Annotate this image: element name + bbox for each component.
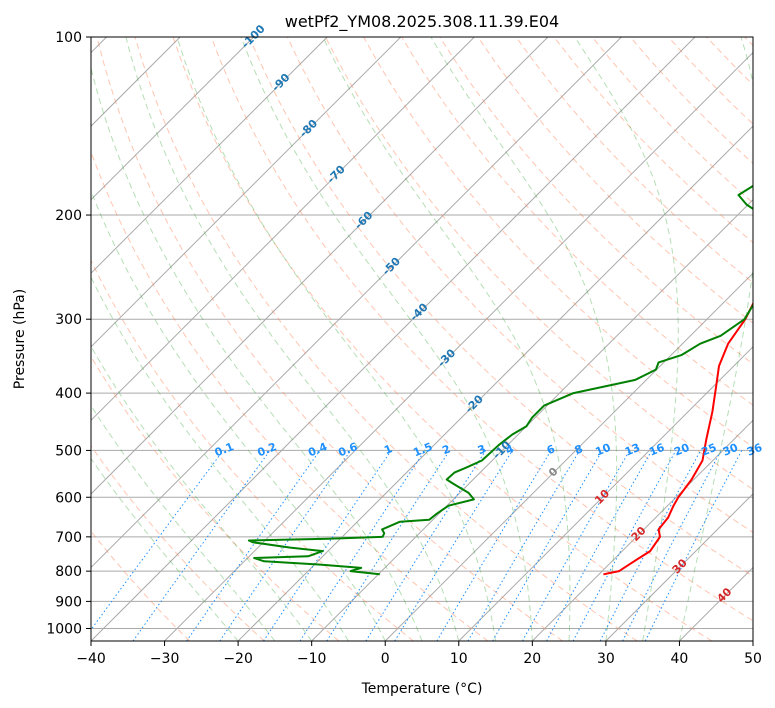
x-tick-label-3: −10 (297, 651, 327, 667)
axis-ticks: −40 −30 −20 −10 0 10 20 30 40 50 1000 900 800 700 600 5… (46, 30, 762, 667)
isotherm--40 (91, 37, 696, 641)
moist-adiabat-5 (91, 66, 423, 641)
temperature-line (603, 301, 753, 576)
x-tick-label-1: −30 (150, 651, 180, 667)
mixing-ratio-line-12 (522, 450, 631, 641)
dry-adiabat-130 (515, 37, 753, 284)
moist-adiabat-25 (322, 37, 571, 641)
x-tick-label-2: −20 (223, 651, 253, 667)
mixing-ratio-line-1 (132, 450, 271, 641)
y-tick-label-0: 1000 (46, 622, 82, 638)
mixing-ratio-line-5 (299, 450, 426, 641)
y-tick-label-1: 900 (55, 594, 82, 610)
isotherm--50 (91, 37, 622, 569)
isotherm-0 (384, 272, 753, 641)
mixing-ratio-label-13: 16 (647, 441, 666, 459)
x-tick-label-4: 0 (381, 651, 390, 667)
moist-adiabat-15 (176, 37, 497, 641)
moist-adiabat--20 (91, 457, 239, 641)
moist-adiabat-0 (91, 189, 386, 641)
dry-adiabat-40 (172, 37, 713, 641)
mixing-ratio-line-3 (219, 450, 352, 641)
y-axis-label: Pressure (hPa) (12, 289, 28, 389)
moist-adiabat--15 (91, 404, 276, 641)
x-tick-label-9: 50 (744, 651, 762, 667)
mixing-ratio-label-11: 10 (594, 441, 613, 459)
dry-adiabat-50 (210, 37, 753, 622)
isotherm-20 (531, 419, 753, 641)
mixing-ratio-line-17 (644, 450, 743, 641)
mixing-ratio-line-8 (394, 450, 513, 641)
mixing-ratio-label-16: 30 (721, 441, 740, 459)
background-lines (91, 37, 753, 641)
moist-adiabat-10 (125, 37, 460, 641)
isotherm--90 (91, 37, 328, 274)
profile-lines (247, 184, 753, 576)
mixing-ratio-line-14 (572, 450, 677, 641)
isotherm--70 (91, 37, 475, 422)
x-tick-label-8: 40 (670, 651, 688, 667)
moist-adiabat-40 (678, 37, 753, 641)
dry-adiabat-80 (325, 37, 753, 490)
chart-title: wetPf2_YM08.2025.308.11.39.E04 (285, 12, 559, 32)
mixing-ratio-label-15: 25 (699, 441, 718, 459)
mixing-ratio-label-10: 8 (573, 442, 585, 457)
dewpoint-line (247, 184, 753, 576)
y-tick-label-8: 200 (55, 208, 82, 224)
mixing-ratio-label-14: 20 (672, 441, 691, 459)
isotherm--100 (91, 37, 255, 201)
mixing-ratio-line-6 (326, 450, 451, 641)
isotherm--10 (311, 198, 753, 641)
isotherm-10 (458, 346, 753, 641)
mixing-ratio-line-0 (91, 450, 224, 631)
dry-adiabat--20 (91, 444, 265, 641)
mixing-ratio-label-4: 1 (382, 442, 394, 457)
y-tick-label-5: 500 (55, 443, 82, 459)
mixing-ratio-label-6: 2 (440, 442, 452, 457)
mixing-ratio-label-7: 3 (476, 442, 488, 457)
x-tick-label-5: 10 (450, 651, 468, 667)
y-tick-label-4: 600 (55, 490, 82, 506)
dry-adiabat-30 (134, 37, 638, 641)
y-tick-label-2: 800 (55, 564, 82, 580)
x-tick-label-0: −40 (76, 651, 106, 667)
isotherm--20 (237, 125, 753, 641)
moist-adiabat--5 (91, 276, 349, 641)
mixing-ratio-label-12: 13 (623, 441, 642, 459)
moist-adiabat--10 (91, 345, 313, 641)
y-tick-label-6: 400 (55, 386, 82, 402)
isotherm-30 (605, 493, 753, 641)
dry-adiabat-0 (91, 259, 414, 641)
y-tick-label-9: 100 (55, 30, 82, 46)
isotherm--60 (91, 37, 549, 495)
dry-adiabat-20 (96, 37, 563, 641)
y-tick-label-7: 300 (55, 312, 82, 328)
x-tick-label-6: 20 (523, 651, 541, 667)
moist-adiabat-30 (430, 37, 618, 641)
mixing-ratio-label-17: 36 (745, 441, 764, 459)
mixing-ratio-line-4 (263, 450, 392, 641)
mixing-ratio-line-13 (546, 450, 653, 641)
x-axis-label: Temperature (°C) (361, 681, 483, 697)
dry-adiabat--10 (91, 355, 340, 641)
y-tick-label-3: 700 (55, 530, 82, 546)
x-tick-label-7: 30 (597, 651, 615, 667)
isotherm--80 (91, 37, 402, 348)
mixing-ratio-line-2 (186, 450, 321, 641)
dry-adiabat-60 (248, 37, 753, 577)
moist-adiabat-35 (574, 37, 679, 641)
plot-frame (90, 36, 754, 642)
moist-adiabat-20 (240, 37, 533, 641)
